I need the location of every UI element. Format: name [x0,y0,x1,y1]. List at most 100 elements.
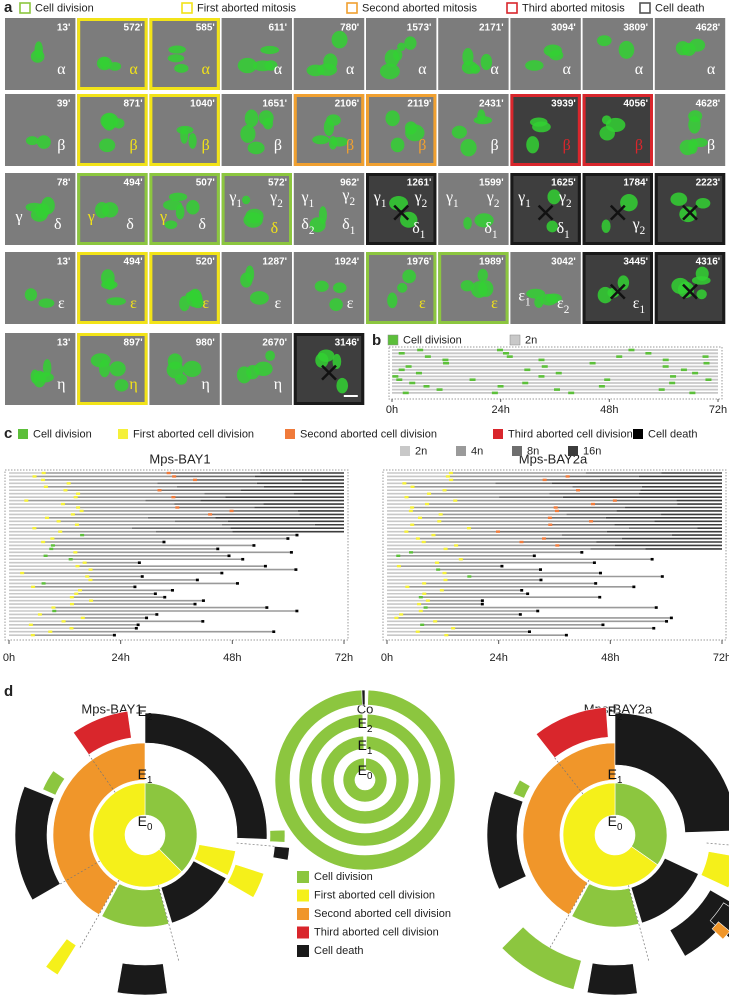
ring-label-sub: 1 [367,746,372,757]
cell [460,139,477,157]
micrograph [149,173,220,245]
division-mark [443,361,450,365]
cell-label: γ1 [373,189,387,210]
cell [258,110,274,126]
event-mark [43,485,48,488]
cell [167,54,185,63]
cell-label: ε [202,295,209,312]
event-mark [443,578,448,582]
event-mark [31,585,36,589]
cell [480,53,493,71]
cell [246,365,260,380]
tile-border [582,173,653,245]
cell-label: ε [419,295,426,312]
tile-border [77,173,148,245]
sector [501,926,582,990]
legend-swatch [297,908,309,920]
cell-label: γ1 [517,189,531,210]
legend-label: Second aborted mitosis [362,2,477,14]
time-label: 962' [340,178,359,189]
time-label: 980' [196,338,215,349]
time-label: 780' [340,23,359,34]
cell-label: ε [275,295,282,312]
death-mark [220,571,224,575]
division-mark [555,371,562,375]
cell [462,48,474,66]
cell-label-sub: 1 [639,303,645,315]
death-mark [295,609,299,613]
death-mark [520,589,524,592]
death-mark [140,575,144,578]
cell-label-sub: 1 [525,296,531,308]
cell [692,137,708,148]
event-mark [79,509,84,513]
plot-frame [4,469,349,641]
cell [397,282,408,293]
death-mark [252,544,256,547]
x-tick-label: 48h [600,404,618,416]
event-mark [73,551,78,554]
death-mark [539,578,543,582]
panel-label: b [372,332,381,349]
micrograph [5,333,76,405]
cell [526,136,540,154]
cell-label-main: η [274,376,282,393]
cell-label: γ2 [269,189,283,210]
legend-label: Cell division [35,2,94,14]
cell-label-main: β [418,137,426,154]
cell [379,63,400,80]
event-mark [75,564,80,568]
division-mark [424,355,431,358]
death-mark [216,547,220,551]
cell [314,280,329,292]
legend-swatch [512,446,522,456]
cell-label: β [707,137,715,154]
cell [543,44,563,57]
guide [158,885,179,961]
cell-label-sub: 1 [564,229,570,241]
cell-label: δ2 [301,216,314,237]
death-mark [235,582,239,585]
sector [116,962,168,996]
event-mark [431,533,436,537]
death-mark [480,599,484,602]
cell-label: α [707,61,716,78]
cell [41,196,55,215]
time-label: 1261' [407,178,432,189]
sector [512,779,531,799]
event-mark [37,613,42,616]
ring-label: E0 [608,813,623,833]
cell-label-main: α [129,61,138,78]
cell [243,212,263,228]
cell [36,135,51,149]
event-mark [63,489,68,492]
cell [244,109,259,128]
death-mark [133,585,137,589]
division-mark [702,355,709,358]
event-mark [28,623,33,626]
cell [477,109,486,123]
event-mark [454,544,459,547]
death-mark [654,606,658,609]
plot-frame [382,469,727,641]
time-label: 2223' [696,178,721,189]
ring-label: E0 [138,813,153,833]
death-mark [601,623,605,627]
cell-label-sub: 2 [349,196,355,208]
event-mark [565,475,570,478]
cell-label-main: δ [271,220,279,237]
cell [329,298,343,312]
tile-border [77,18,148,90]
cell-label-main: α [635,61,644,78]
cell-label: α [418,61,427,78]
ring-label: E0 [358,762,373,782]
death-mark [592,561,596,564]
division-mark [417,348,424,352]
cell [98,138,116,153]
sector [274,689,456,871]
event-mark [423,606,428,609]
legend-swatch [509,334,521,346]
sector [486,790,527,890]
legend-swatch [297,889,309,902]
event-mark [433,620,438,623]
